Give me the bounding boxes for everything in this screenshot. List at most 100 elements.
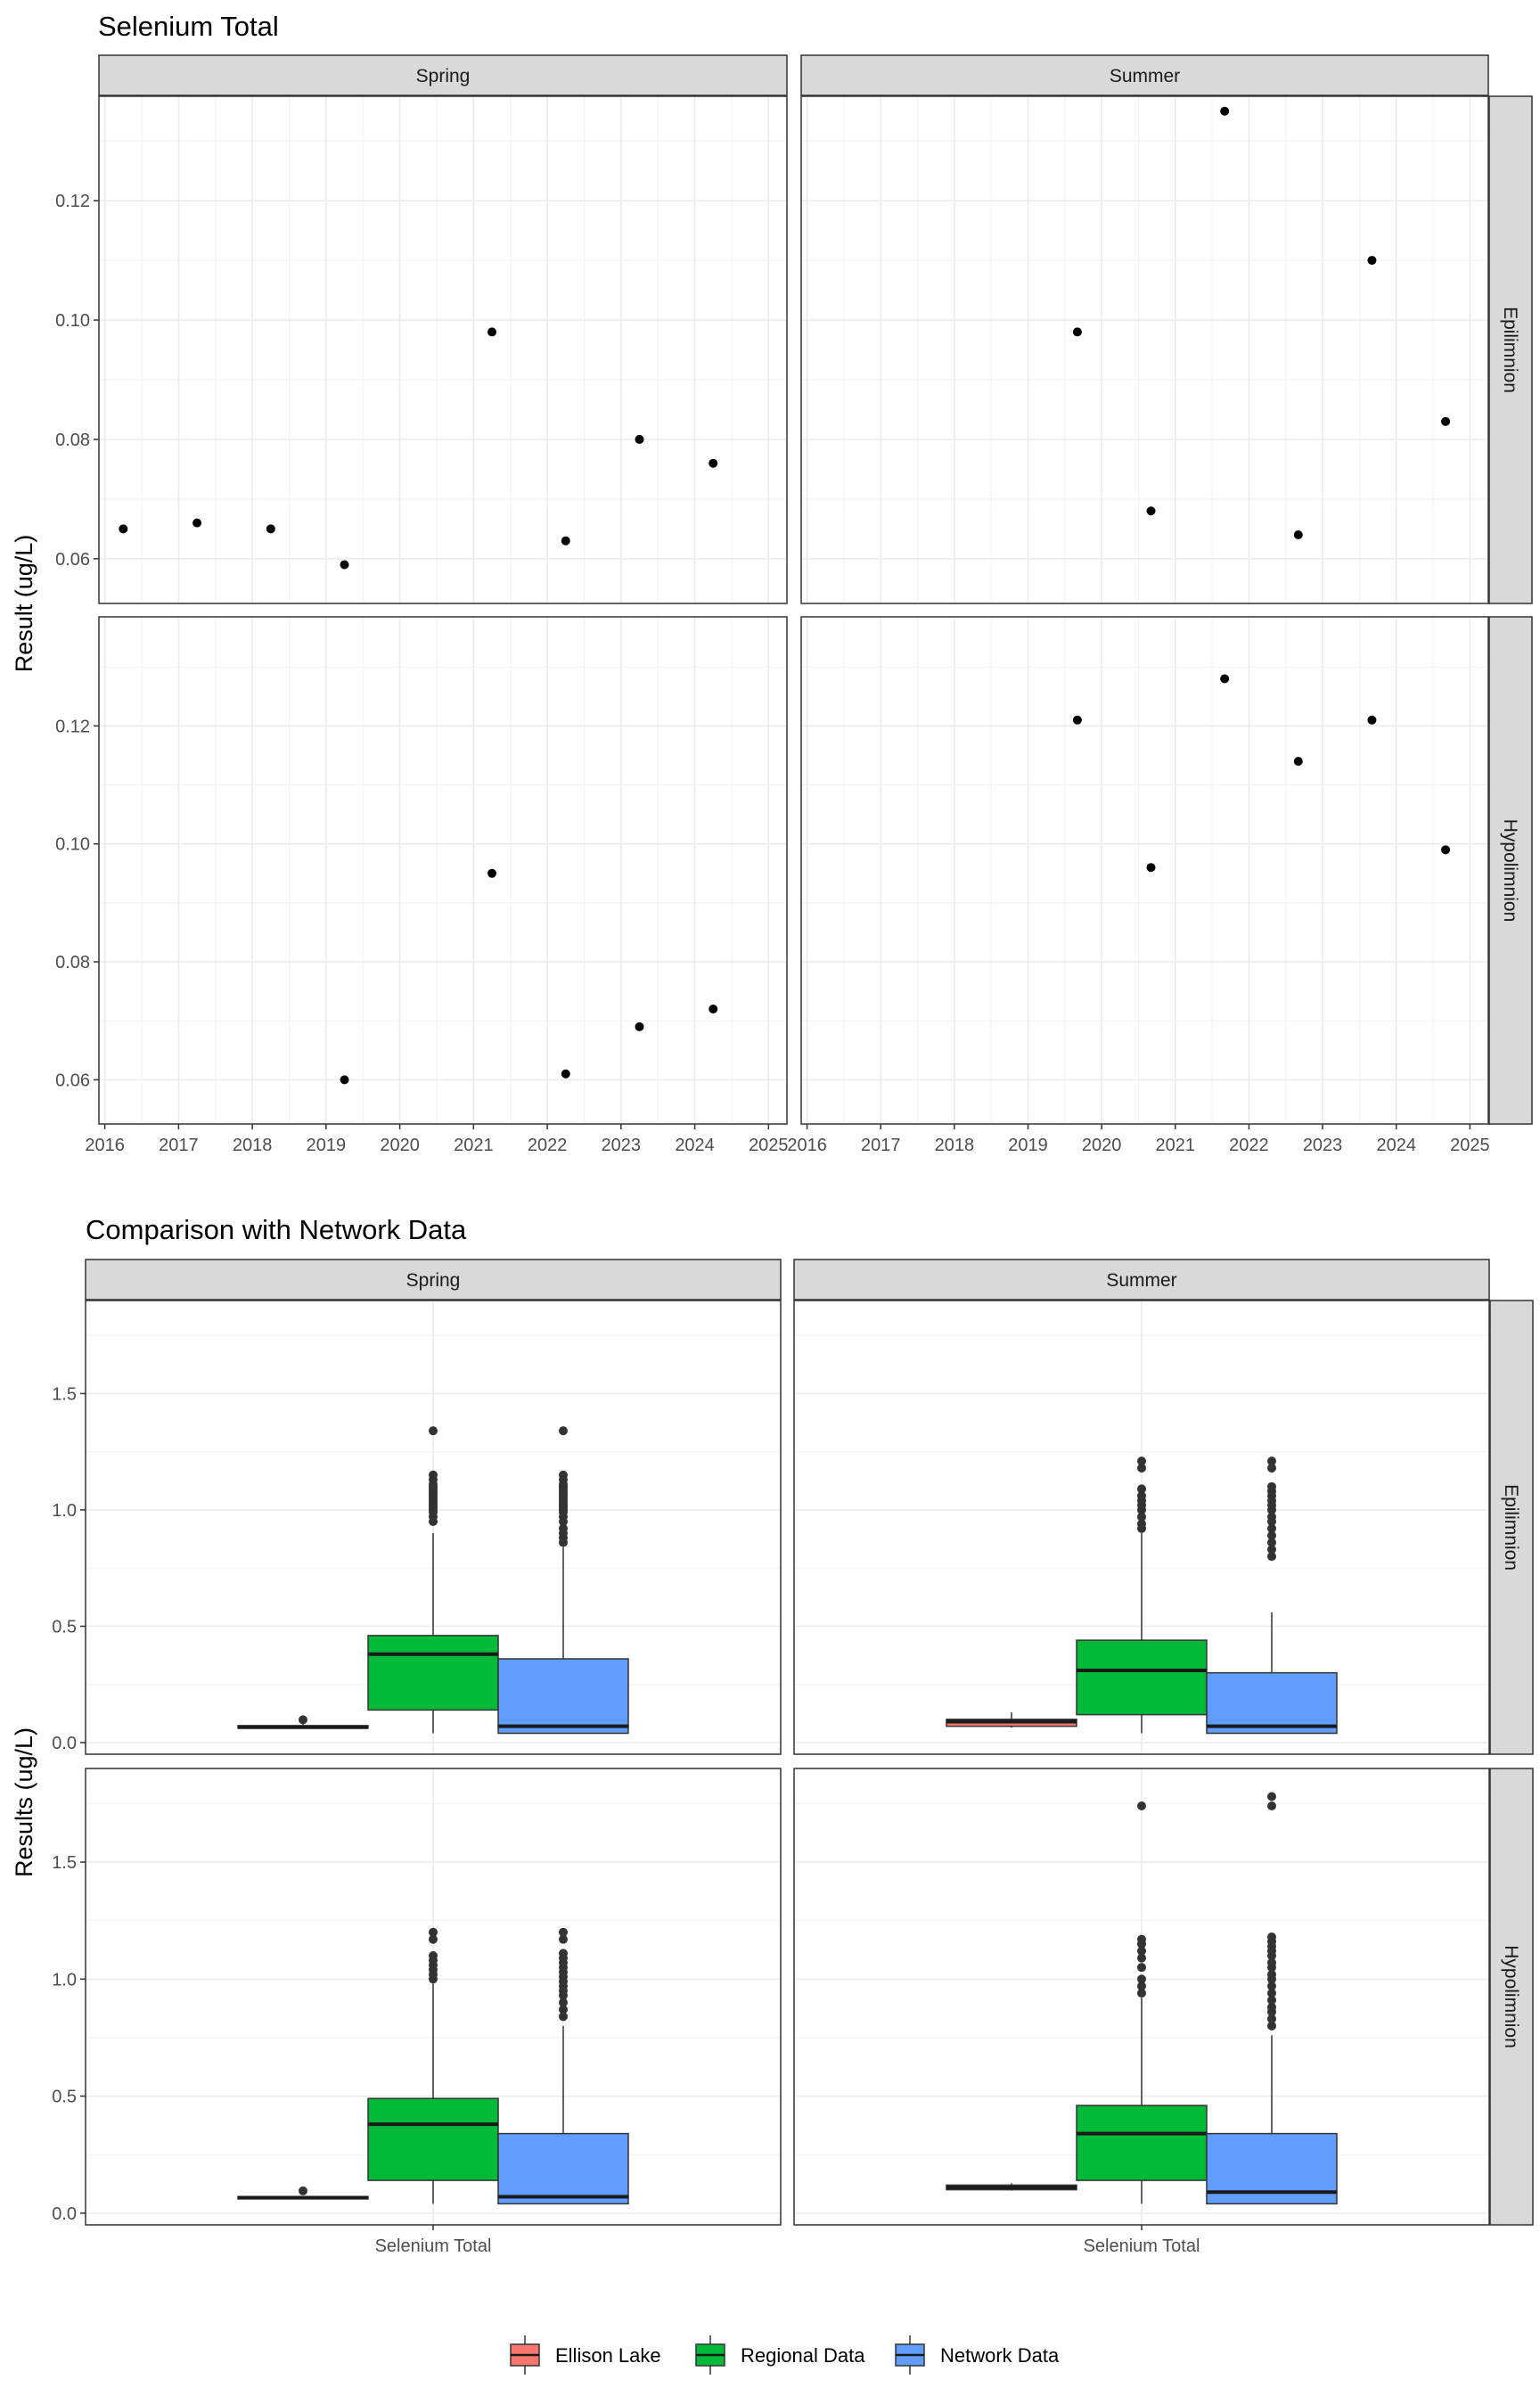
box-outlier: [1137, 1519, 1146, 1529]
y-tick-label: 0.12: [55, 717, 90, 736]
data-point: [561, 1069, 570, 1079]
x-tick-label: 2017: [861, 1136, 901, 1155]
facet-strip-label: Summer: [1106, 1270, 1176, 1291]
data-point: [1072, 327, 1082, 337]
y-tick-label: 0.0: [52, 1734, 77, 1753]
box-network-data: [497, 1927, 629, 2205]
x-tick-label: 2023: [1303, 1136, 1343, 1155]
panel-border: [85, 1300, 782, 1755]
box-network-data: [1206, 1456, 1338, 1735]
x-tick-label: 2024: [675, 1136, 715, 1155]
box-outlier: [299, 2186, 307, 2195]
data-point: [635, 434, 644, 444]
data-point: [192, 518, 202, 528]
box-outlier: [1267, 1512, 1276, 1522]
y-tick-label: 0.10: [55, 835, 90, 855]
data-point: [1146, 863, 1156, 873]
y-tick-label: 0.0: [52, 2204, 77, 2224]
box-outlier: [1137, 1512, 1146, 1522]
x-tick-label: 2019: [1008, 1136, 1048, 1155]
box-outlier: [429, 1927, 438, 1937]
facet-strip-epilimnion: [1489, 1300, 1534, 1755]
box-outlier: [429, 1470, 438, 1480]
box-outlier: [1267, 1989, 1276, 1998]
box-outlier: [559, 1949, 568, 1958]
panel-border: [98, 95, 788, 604]
box-panel-hypolimnion-spring: 0.0 0.5 1.0 1.5 Selenium Total: [52, 1768, 782, 2256]
box-outlier: [1137, 1484, 1146, 1494]
data-point: [266, 524, 275, 534]
y-tick-label: 0.08: [55, 953, 90, 972]
box-regional-data: [1076, 1801, 1208, 2204]
box-regional-data: [1076, 1456, 1208, 1734]
y-tick-label: 0.12: [55, 192, 90, 211]
data-point: [340, 560, 349, 570]
box-outlier: [1267, 1982, 1276, 1991]
box-outlier: [1137, 1946, 1146, 1956]
box-outlier: [1137, 1989, 1146, 1998]
facet-strip-label: Hypolimnion: [1500, 819, 1520, 923]
box-outlier: [1267, 1792, 1276, 1801]
scatter-panel-hypolimnion-summer: 2016 2017 2018 2019 2020 2021 2022 2023 2024 2025: [787, 616, 1490, 1155]
x-tick-label: Selenium Total: [375, 2236, 492, 2256]
y-tick-label: 1.5: [52, 1384, 77, 1404]
data-point: [1441, 416, 1451, 426]
scatter-panel-epilimnion-summer: [800, 95, 1489, 604]
box-outlier: [559, 2012, 568, 2022]
x-tick-label: 2020: [1082, 1136, 1122, 1155]
box-network-data: [497, 1426, 629, 1735]
data-point: [1367, 256, 1377, 266]
box-outlier: [1267, 1538, 1276, 1547]
y-tick-label: 0.06: [55, 1071, 90, 1090]
box-outlier: [1267, 1481, 1276, 1491]
data-point: [561, 536, 570, 546]
legend-label: Ellison Lake: [555, 2344, 661, 2367]
box-network-data: [1206, 1792, 1338, 2205]
data-point: [1367, 715, 1377, 725]
x-tick-label: 2020: [380, 1136, 420, 1155]
box-outlier: [559, 1426, 568, 1436]
x-tick-label: 2025: [749, 1136, 789, 1155]
box-panel-hypolimnion-summer: Selenium Total: [793, 1768, 1490, 2256]
box-outlier: [559, 1470, 568, 1480]
y-tick-label: 1.0: [52, 1970, 77, 1990]
box-outlier: [1267, 1957, 1276, 1967]
x-tick-label: 2016: [85, 1136, 125, 1155]
box-outlier: [1267, 1801, 1276, 1811]
facet-strip-spring: [85, 1259, 782, 1301]
data-point: [487, 868, 497, 878]
data-point: [1072, 715, 1082, 725]
panel-border: [98, 616, 788, 1125]
x-tick-label: 2022: [1229, 1136, 1269, 1155]
y-tick-label: 1.5: [52, 1853, 77, 1873]
box-ellison-lake: [946, 2183, 1077, 2191]
box-outlier: [429, 1934, 438, 1944]
legend-item-network-data: Network Data: [895, 2335, 1060, 2375]
box-outlier: [1267, 1995, 1276, 2005]
x-tick-label: 2024: [1376, 1136, 1416, 1155]
panel-border: [800, 616, 1489, 1125]
legend-item-regional-data: Regional Data: [695, 2335, 865, 2375]
legend: Ellison Lake Regional Data Network Data: [510, 2335, 1060, 2375]
box-body: [1076, 1639, 1208, 1716]
chart-2-y-axis-title: Results (ug/L): [11, 1727, 37, 1877]
data-point: [1293, 530, 1303, 540]
box-outlier: [1267, 1970, 1276, 1980]
box-outlier: [559, 1927, 568, 1937]
panel-border: [800, 95, 1489, 604]
data-point: [635, 1022, 644, 1031]
box-ellison-lake: [237, 1715, 369, 1729]
box-panel-epilimnion-spring: 0.0 0.5 1.0 1.5: [52, 1300, 782, 1755]
box-outlier: [1267, 1463, 1276, 1473]
box-outlier: [1137, 1491, 1146, 1501]
box-outlier: [1267, 1523, 1276, 1533]
panel-border: [793, 1300, 1490, 1755]
x-tick-label: 2017: [159, 1136, 199, 1155]
box-panel-epilimnion-summer: [793, 1300, 1490, 1755]
x-tick-label: 2021: [454, 1136, 494, 1155]
data-point: [709, 458, 718, 468]
box-outlier: [299, 1715, 307, 1725]
chart-1-y-axis-title: Result (ug/L): [11, 535, 37, 673]
